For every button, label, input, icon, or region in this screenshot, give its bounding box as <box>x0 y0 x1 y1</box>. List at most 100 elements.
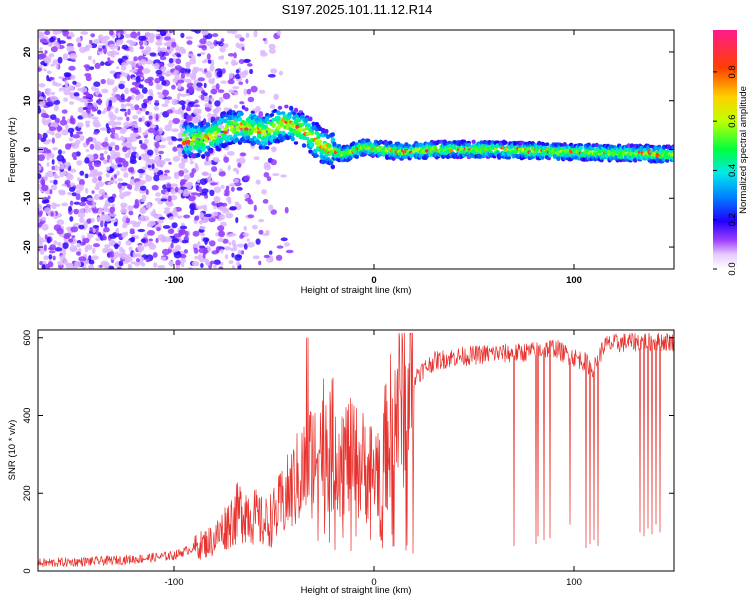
spectrogram-cell <box>88 207 92 213</box>
spectrogram-cell <box>148 115 153 121</box>
spectrogram-cell <box>82 106 88 111</box>
spectrogram-cell <box>243 88 248 96</box>
spectrogram-cell <box>120 166 128 172</box>
spectrogram-cell <box>129 41 137 46</box>
spectrogram-cell <box>85 75 92 82</box>
colorbar-tick-label: 0.8 <box>727 65 738 78</box>
spectrogram-cell <box>243 58 251 64</box>
spectrogram-cell <box>132 251 136 259</box>
spectrogram-cell <box>38 133 43 140</box>
spectrogram-ridge-cell <box>244 127 249 132</box>
spectrogram-cell <box>255 106 261 113</box>
spectrogram-cell <box>93 131 99 135</box>
spectrogram-cell <box>50 121 59 129</box>
spectrogram-cell <box>204 68 208 73</box>
y-tick-label: 600 <box>22 330 33 346</box>
spectrogram-cell <box>57 149 63 155</box>
spectrogram-cell <box>134 253 143 258</box>
spectrogram-cell <box>205 260 211 266</box>
spectrogram-cell <box>85 45 89 50</box>
spectrogram-ridge-cell <box>365 138 371 142</box>
chart-title: S197.2025.101.11.12.R14 <box>282 2 433 17</box>
spectrogram-cell <box>174 244 181 251</box>
spectrogram-cell <box>120 65 127 71</box>
spectrogram-cell <box>201 45 207 51</box>
spectrogram-y-axis-label: Frequency (Hz) <box>7 117 18 182</box>
spectrogram-cell <box>233 92 239 95</box>
spectrogram-cell <box>236 243 245 248</box>
spectrogram-cell <box>180 93 188 97</box>
spectrogram-cell <box>103 159 108 165</box>
spectrogram-cell <box>130 87 137 93</box>
spectrogram-ridge-cell <box>578 145 583 151</box>
spectrogram-ridge-cell <box>269 128 275 133</box>
spectrogram-cell <box>140 238 146 243</box>
spectrogram-ridge-cell <box>556 155 561 161</box>
spectrogram-cell <box>91 106 97 112</box>
spectrogram-cell <box>153 105 160 111</box>
spectrogram-cell <box>99 156 105 161</box>
spectrogram-cell <box>245 78 249 84</box>
spectrogram-cell <box>84 120 91 124</box>
spectrogram-cell <box>155 83 160 90</box>
spectrogram-cell <box>127 96 132 101</box>
spectrogram-cell <box>134 104 140 111</box>
spectrogram-ridge-cell <box>186 150 191 155</box>
spectrogram-cell <box>89 39 93 45</box>
spectrogram-cell <box>231 252 235 258</box>
spectrogram-cell <box>175 265 180 269</box>
spectrogram-cell <box>222 92 231 100</box>
spectrogram-cell <box>107 154 111 161</box>
spectrogram-ridge-cell <box>185 136 190 141</box>
spectrogram-cell <box>159 51 163 56</box>
colorbar-tick-label: 0.2 <box>727 213 738 226</box>
spectrogram-cell <box>209 45 215 49</box>
spectrogram-cell <box>47 261 54 268</box>
spectrogram-cell <box>48 53 55 58</box>
spectrogram-ridge-cell <box>503 140 508 145</box>
spectrogram-cell <box>134 124 139 129</box>
spectrogram-ridge-cell <box>197 149 203 154</box>
spectrogram-cell <box>180 179 188 183</box>
spectrogram-cell <box>184 169 190 174</box>
spectrogram-cell <box>153 262 158 268</box>
spectrogram-cell <box>124 87 129 95</box>
spectrogram-cell <box>130 31 138 39</box>
spectrogram-cell <box>243 243 248 250</box>
spectrogram-cell <box>141 194 147 200</box>
spectrogram-cell <box>229 183 236 187</box>
spectrogram-cell <box>65 263 74 269</box>
spectrogram-cell <box>89 227 93 232</box>
x-tick-label: 100 <box>566 275 582 286</box>
spectrogram-cell <box>140 214 145 222</box>
spectrogram-cell <box>76 131 83 135</box>
spectrogram-ridge-cell <box>204 133 209 139</box>
spectrogram-cell <box>109 114 117 121</box>
colorbar-ticks: 0.0 0.2 0.4 0.6 0.8 <box>713 65 738 276</box>
spectrogram-cell <box>117 178 123 182</box>
x-tick-label: -100 <box>164 577 183 588</box>
spectrogram-cell <box>99 153 104 157</box>
colorbar-gradient <box>713 30 737 269</box>
spectrogram-cell <box>53 240 58 246</box>
spectrogram-cell <box>247 241 255 248</box>
spectrogram-cell <box>171 222 178 229</box>
spectrogram-cell <box>218 55 223 60</box>
spectrogram-cell <box>38 31 44 37</box>
spectrogram-cell <box>217 89 225 93</box>
spectrogram-cell <box>145 189 149 195</box>
spectrogram-cell <box>51 159 55 165</box>
spectrogram-cell <box>117 32 121 39</box>
spectrogram-cell <box>73 201 81 205</box>
spectrogram-cell <box>119 128 126 135</box>
spectrogram-cell <box>98 47 103 52</box>
spectrogram-ridge-cell <box>183 154 188 159</box>
spectrogram-cell <box>114 86 119 92</box>
spectrogram-cell <box>183 174 191 180</box>
spectrogram-cell <box>69 245 78 253</box>
spectrogram-cell <box>72 134 80 139</box>
spectrogram-cell <box>252 255 260 260</box>
spectrogram-cell <box>62 171 70 176</box>
spectrogram-cell <box>56 227 64 235</box>
spectrogram-cell <box>151 163 155 170</box>
